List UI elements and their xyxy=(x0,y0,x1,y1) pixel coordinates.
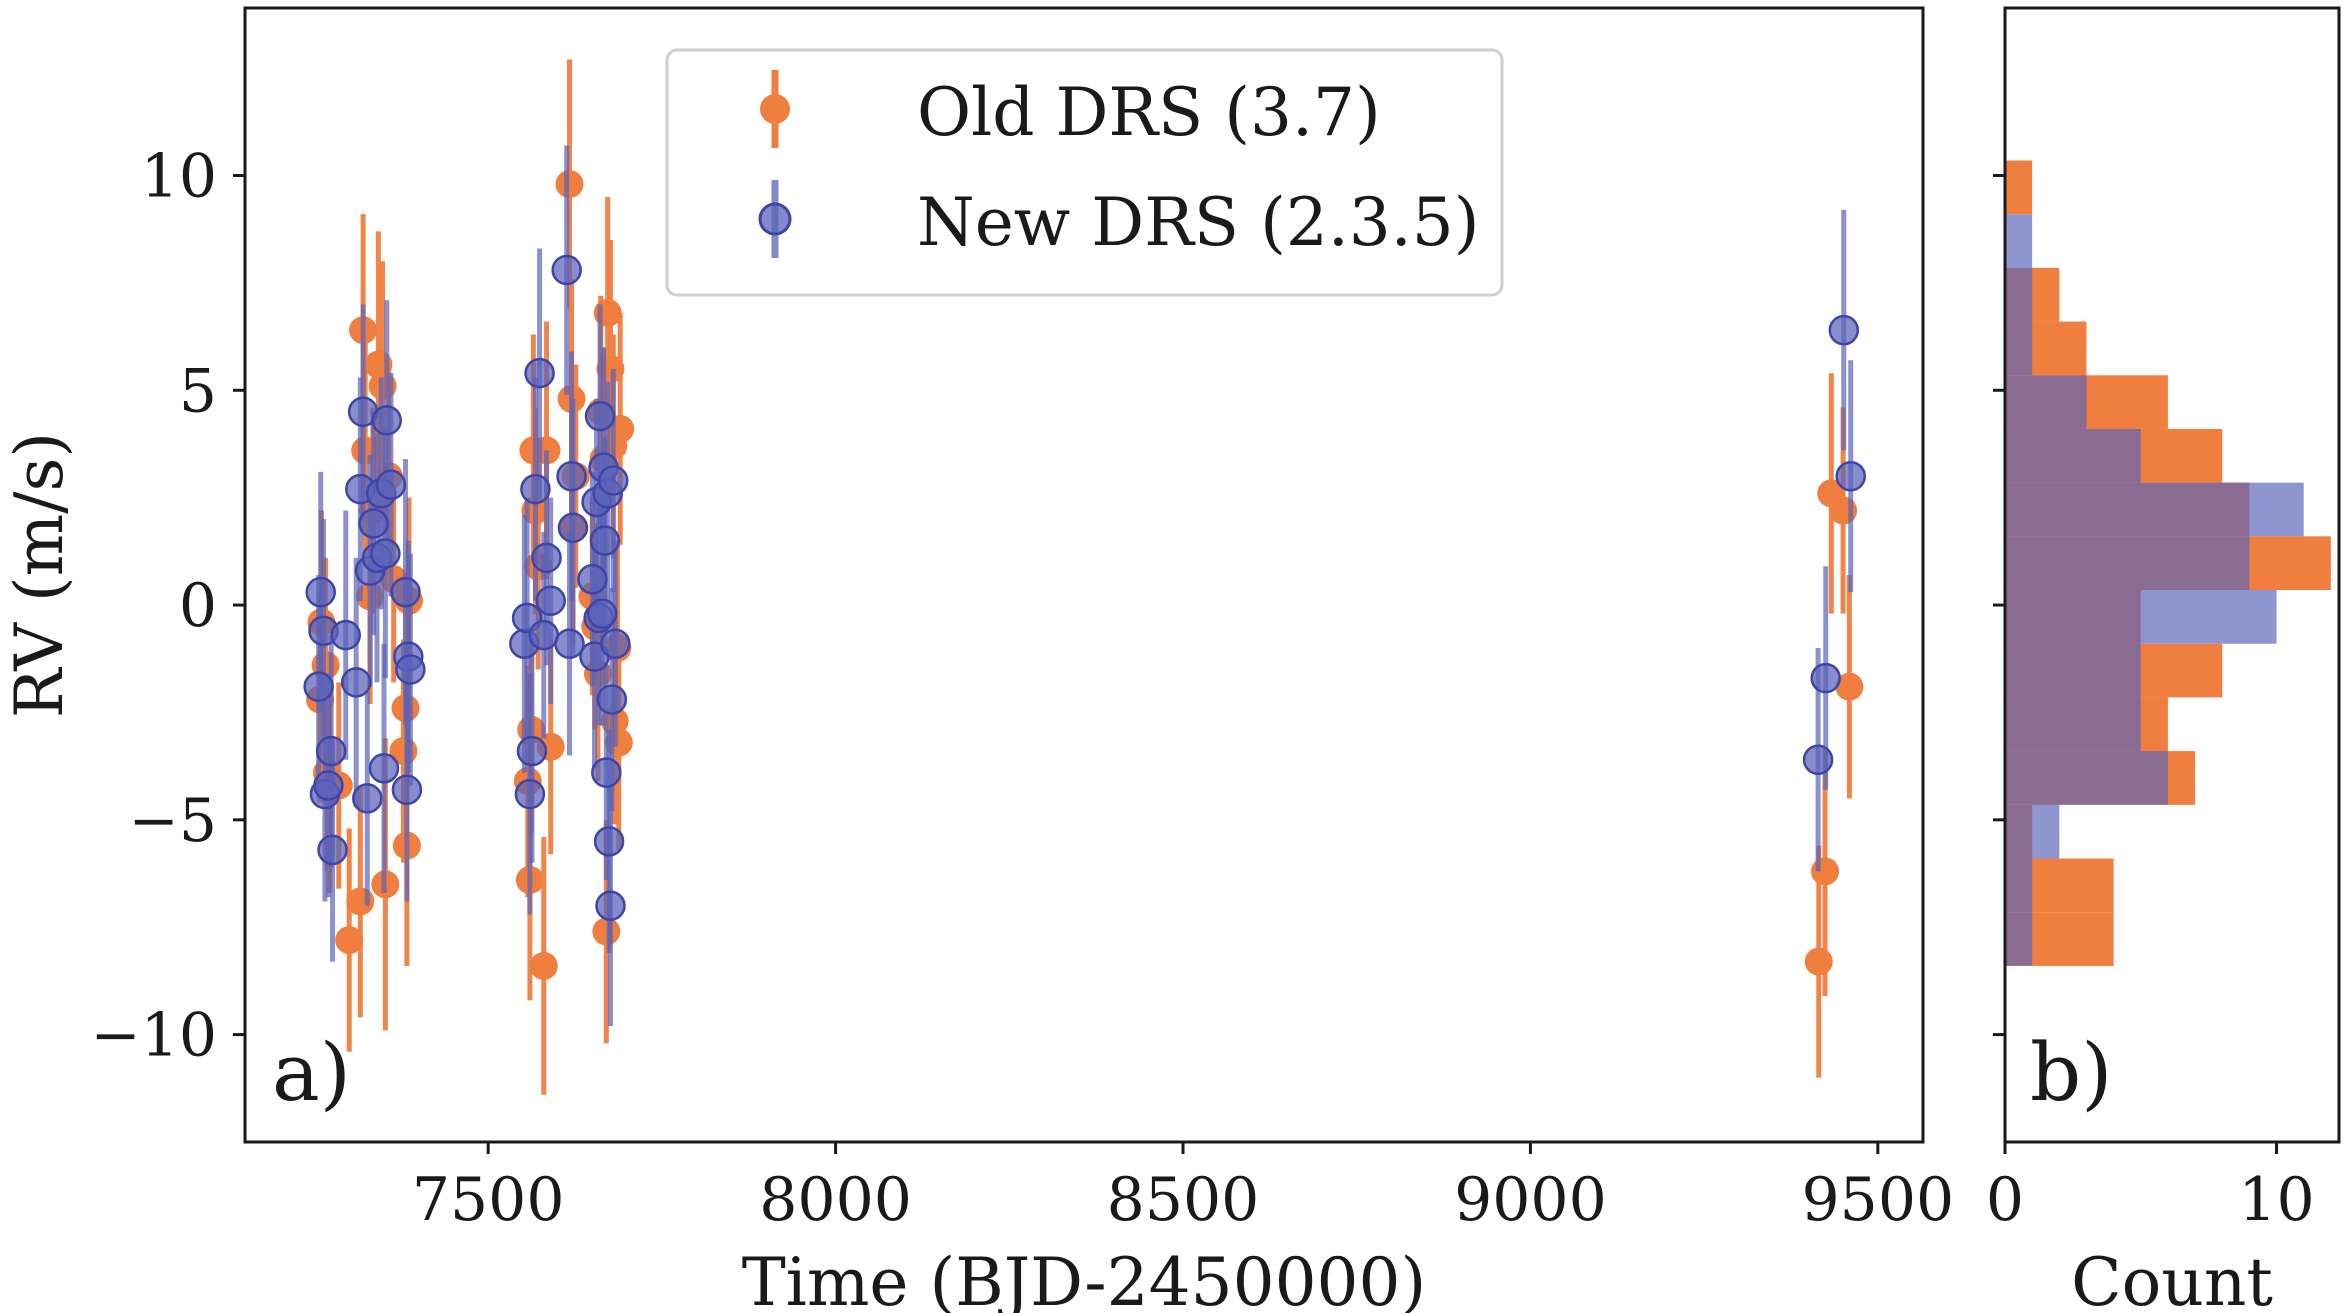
old-drs-point xyxy=(592,917,621,946)
panel-b-frame xyxy=(2003,6,2341,1144)
new-drs-point xyxy=(598,465,629,496)
new-drs-point xyxy=(375,469,407,501)
series-new-drs xyxy=(303,145,1866,1027)
histogram-bar-new-drs xyxy=(2005,267,2033,322)
new-drs-point xyxy=(352,783,383,814)
old-drs-point xyxy=(529,951,558,980)
new-drs-point xyxy=(1802,744,1834,775)
panel-a-label: a) xyxy=(272,1026,351,1119)
histogram-bar-new-drs xyxy=(2005,375,2087,429)
new-drs-point xyxy=(317,834,348,866)
y-tick-label: 10 xyxy=(141,142,217,212)
new-drs-point xyxy=(395,654,426,685)
legend-entry-new-drs: New DRS (2.3.5) xyxy=(917,184,1480,261)
y-axis-label: RV (m/s) xyxy=(1,432,78,718)
histogram-bar-new-drs xyxy=(2005,643,2141,698)
new-drs-point xyxy=(330,619,361,651)
new-drs-point xyxy=(391,774,423,806)
new-drs-point xyxy=(584,400,616,432)
new-drs-point xyxy=(514,778,546,810)
new-drs-point xyxy=(1828,314,1860,346)
y-tick-label: 5 xyxy=(179,356,217,426)
histogram-bar-new-drs xyxy=(2005,912,2033,966)
new-drs-point xyxy=(531,542,562,574)
new-drs-point xyxy=(557,512,589,543)
old-drs-point xyxy=(1835,672,1864,701)
new-drs-point xyxy=(577,564,608,595)
x-tick-label: 9000 xyxy=(1454,1165,1607,1235)
y-tick-label: −5 xyxy=(129,786,217,856)
panel-a-frame xyxy=(243,6,1925,1144)
new-drs-point xyxy=(595,890,626,921)
new-drs-point xyxy=(600,628,631,659)
new-drs-point xyxy=(520,473,551,505)
new-drs-point xyxy=(591,757,622,788)
histogram-bar-new-drs xyxy=(2005,751,2168,805)
new-drs-point xyxy=(596,684,628,715)
new-drs-point xyxy=(340,667,372,698)
new-drs-point xyxy=(370,538,401,569)
histogram-bar-new-drs xyxy=(2005,321,2033,376)
new-drs-point xyxy=(554,628,585,659)
legend-new-marker xyxy=(758,202,792,236)
histogram-bar-new-drs xyxy=(2005,804,2060,859)
legend-box xyxy=(665,48,1504,297)
new-drs-point xyxy=(528,619,560,651)
new-drs-point xyxy=(524,357,555,389)
new-drs-point xyxy=(589,525,621,556)
y-tick-label: 0 xyxy=(179,571,217,641)
histogram-x-tick-label: 10 xyxy=(2238,1165,2314,1235)
old-drs-point xyxy=(335,926,364,955)
old-drs-point xyxy=(346,887,375,916)
panel-a: 7500 8000 8500 9000 9500 10 5 0 −5 −10 Old DRS (3… xyxy=(1,6,1954,1313)
histogram-bar-old-drs xyxy=(2005,160,2033,215)
legend-entry-old-drs: Old DRS (3.7) xyxy=(917,74,1381,151)
panel-b: 0 10 b) Count xyxy=(1986,6,2341,1313)
y-tick-label: −10 xyxy=(90,1001,217,1071)
new-drs-point xyxy=(586,598,618,629)
legend-old-marker xyxy=(760,94,790,124)
old-drs-point xyxy=(555,170,584,199)
histogram-bar-new-drs xyxy=(2005,482,2304,537)
histogram-bar-new-drs xyxy=(2005,858,2033,913)
new-drs-point xyxy=(551,254,582,286)
x-tick-label: 7500 xyxy=(412,1165,565,1235)
new-drs-point xyxy=(516,735,548,767)
old-drs-point xyxy=(1811,857,1840,886)
legend: Old DRS (3.7) New DRS (2.3.5) xyxy=(665,48,1504,297)
histogram-bar-new-drs xyxy=(2005,214,2033,268)
histogram-bar-new-drs xyxy=(2005,536,2250,591)
histogram-bar-new-drs xyxy=(2005,428,2141,483)
histogram-bar-new-drs xyxy=(2005,590,2277,644)
new-drs-point xyxy=(1810,662,1841,694)
new-drs-point xyxy=(390,576,421,608)
new-drs-point xyxy=(313,770,344,801)
histogram-x-tick-label: 0 xyxy=(1986,1165,2024,1235)
x-tick-label: 9500 xyxy=(1801,1165,1954,1235)
new-drs-point xyxy=(305,576,336,608)
new-drs-point xyxy=(315,735,347,767)
panel-b-label: b) xyxy=(2030,1026,2112,1119)
new-drs-point xyxy=(358,508,389,539)
histogram-new-drs xyxy=(2005,214,2304,966)
x-tick-label: 8000 xyxy=(759,1165,912,1235)
new-drs-point xyxy=(368,753,400,784)
histogram-bar-new-drs xyxy=(2005,697,2141,752)
new-drs-point xyxy=(371,405,402,436)
x-tick-label: 8500 xyxy=(1107,1165,1260,1235)
new-drs-point xyxy=(1835,460,1866,492)
new-drs-point xyxy=(535,585,566,617)
new-drs-point xyxy=(303,671,334,702)
old-drs-point xyxy=(1804,947,1833,976)
new-drs-point xyxy=(556,460,587,492)
new-drs-point xyxy=(593,826,625,857)
x-axis-label: Time (BJD-2450000) xyxy=(742,1244,1427,1313)
histogram-x-axis-label: Count xyxy=(2071,1244,2273,1313)
